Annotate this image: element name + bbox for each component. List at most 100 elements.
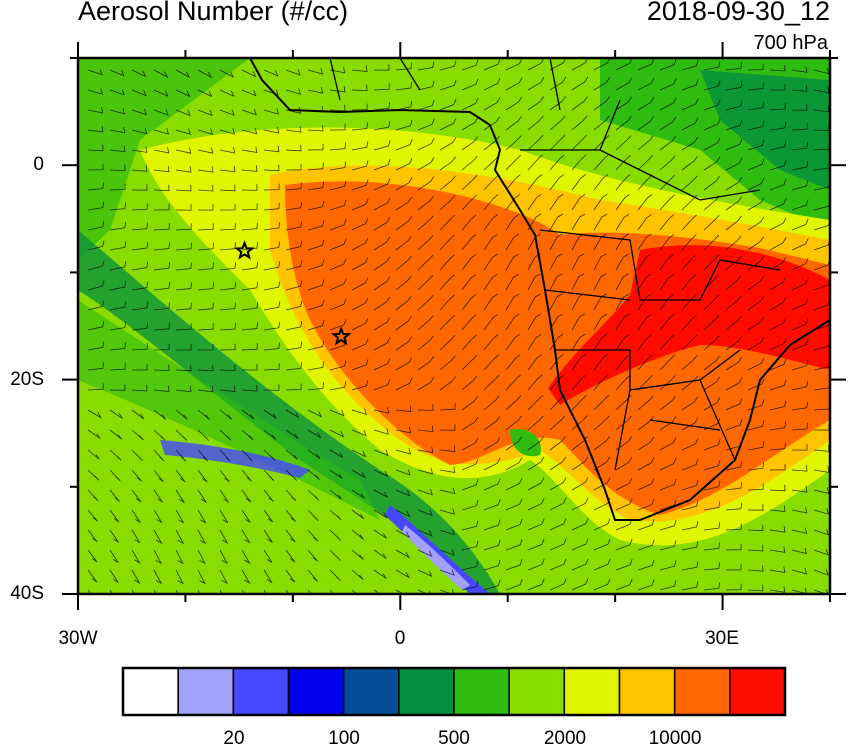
wind-barb	[263, 281, 281, 291]
wind-barb	[637, 313, 652, 331]
wind-barb	[505, 194, 520, 211]
wind-barb	[549, 518, 567, 531]
wind-barb	[571, 233, 585, 251]
wind-barb	[132, 364, 148, 371]
wind-barb	[769, 526, 786, 533]
wind-barb	[175, 385, 192, 393]
wind-barb	[219, 165, 236, 173]
wind-barb	[395, 158, 413, 171]
wind-barb	[703, 254, 720, 271]
wind-barb	[813, 528, 829, 536]
wind-barb	[703, 176, 720, 191]
wind-barb	[769, 102, 786, 111]
wind-barb	[131, 127, 148, 135]
wind-barb	[307, 220, 325, 231]
wind-barb	[263, 221, 281, 231]
wind-barb	[703, 480, 721, 491]
wind-barb	[703, 376, 721, 391]
wind-barb	[219, 282, 236, 291]
wind-barb	[483, 354, 499, 371]
wind-barb	[87, 240, 105, 251]
wind-barb	[725, 523, 742, 531]
wind-barb	[637, 579, 655, 591]
wind-barb	[483, 499, 501, 511]
wind-barb	[263, 202, 280, 211]
wind-barb	[747, 584, 764, 592]
wind-barb	[307, 200, 325, 211]
wind-barb	[241, 569, 251, 585]
wind-barb	[285, 509, 296, 522]
wind-barb	[285, 300, 303, 311]
wind-barb	[615, 96, 633, 111]
wind-barb	[681, 98, 699, 111]
wind-barb	[373, 256, 391, 271]
wind-barb	[615, 415, 632, 431]
wind-barb	[175, 569, 184, 585]
wind-barb	[241, 549, 251, 565]
wind-barb	[395, 295, 412, 311]
wind-barb	[285, 320, 303, 331]
wind-barb	[615, 174, 631, 191]
wind-barb	[769, 178, 787, 191]
wind-barb	[373, 407, 390, 414]
wind-barb	[461, 59, 479, 71]
wind-barb	[131, 384, 148, 392]
wind-barb	[175, 109, 191, 117]
axis-ticks	[62, 42, 846, 610]
wind-barb	[329, 469, 343, 479]
wind-barb	[637, 253, 652, 271]
wind-barb	[285, 549, 296, 563]
wind-barb	[351, 257, 369, 271]
wind-barb	[153, 109, 169, 116]
wind-barb	[175, 242, 192, 251]
wind-barb	[769, 442, 786, 451]
africa-coastline	[249, 58, 830, 521]
wind-barb	[681, 254, 697, 271]
wind-barb	[351, 179, 369, 191]
wind-barb	[747, 399, 765, 411]
wind-barb	[395, 426, 412, 434]
wind-barb	[373, 217, 391, 231]
wind-barb	[263, 69, 279, 77]
wind-barb	[87, 569, 98, 583]
colorbar-swatch	[287, 667, 345, 716]
wind-barb	[241, 449, 253, 462]
wind-barb	[219, 128, 235, 135]
wind-barb	[505, 253, 520, 271]
wind-barb	[483, 559, 501, 571]
wind-barb	[615, 233, 630, 251]
wind-barb	[505, 579, 523, 591]
wind-barb	[791, 506, 808, 514]
wind-barb	[329, 104, 346, 112]
wind-barb	[175, 147, 192, 154]
wind-barb	[747, 63, 764, 71]
wind-barb	[791, 380, 809, 391]
wind-barb	[285, 341, 303, 351]
wind-barb	[87, 220, 105, 231]
wind-barb	[505, 233, 520, 251]
wind-barb	[285, 529, 296, 543]
wind-barb	[351, 569, 364, 581]
lat-label-20s: 20S	[10, 369, 44, 390]
wind-barb	[725, 563, 742, 571]
wind-barb	[659, 540, 677, 551]
pressure-level-label: 700 hPa	[753, 32, 828, 54]
wind-barb	[131, 409, 145, 420]
wind-barb	[615, 154, 631, 171]
wind-barb	[461, 437, 479, 451]
wind-barb	[571, 273, 585, 291]
wind-barb	[747, 504, 764, 511]
wind-barb	[87, 69, 103, 76]
wind-barb	[373, 529, 387, 539]
lat-label-40s: 40S	[10, 583, 44, 604]
wind-barb	[791, 339, 809, 351]
wind-barb	[109, 261, 127, 271]
wind-barb	[483, 579, 501, 591]
wind-barb	[571, 538, 589, 551]
wind-barb	[219, 343, 236, 351]
colorbar-swatch	[618, 667, 676, 716]
wind-barb	[615, 135, 632, 151]
wind-barb	[395, 569, 411, 579]
wind-barb	[263, 509, 274, 523]
wind-barb	[637, 116, 655, 131]
